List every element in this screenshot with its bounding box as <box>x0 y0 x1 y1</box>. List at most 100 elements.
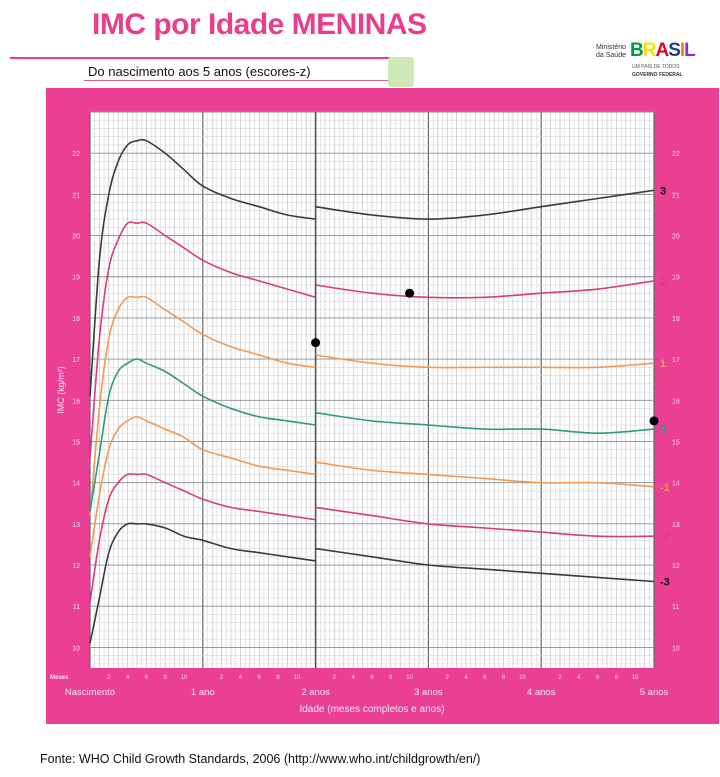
series-line-2y-to-5y <box>315 189 655 220</box>
y-tick-label-right: 15 <box>672 439 680 446</box>
month-tick-label: 6 <box>258 675 262 681</box>
y-tick-label-right: 10 <box>672 645 680 652</box>
y-tick-label-left: 20 <box>72 234 80 241</box>
y-tick-label-left: 12 <box>72 563 80 570</box>
y-tick-label-left: 19 <box>72 275 80 282</box>
logo-government: GOVERNO FEDERAL <box>632 72 683 78</box>
y-tick-label-right: 13 <box>672 522 680 529</box>
month-tick-label: 4 <box>577 675 581 681</box>
y-tick-label-right: 14 <box>672 481 680 488</box>
month-tick-label: 4 <box>239 675 243 681</box>
subtitle-underline <box>84 80 396 81</box>
decorative-box <box>388 57 414 87</box>
ministry-logo: Ministério da Saúde BRASIL UM PAÍS DE TO… <box>590 40 696 80</box>
month-tick-label: 6 <box>483 675 487 681</box>
page-title: IMC por Idade MENINAS <box>92 8 427 41</box>
grid-lines <box>89 111 655 668</box>
year-tick-label: 5 anos <box>640 687 669 698</box>
month-tick-label: 10 <box>293 675 300 681</box>
y-tick-label-right: 17 <box>672 357 680 364</box>
y-tick-label-left: 15 <box>72 439 80 446</box>
chart-subtitle: Do nascimento aos 5 anos (escores-z) <box>88 64 311 79</box>
data-point-marker <box>311 338 321 348</box>
month-tick-label: 10 <box>519 675 526 681</box>
series-label: 2 <box>660 276 666 288</box>
series-line-2y-to-5y <box>315 280 655 299</box>
month-tick-label: 6 <box>145 675 149 681</box>
month-tick-label: 2 <box>220 675 224 681</box>
series-line-birth-to-2y <box>89 358 316 512</box>
series-label: -3 <box>660 577 670 589</box>
month-tick-label: 4 <box>126 675 130 681</box>
x-unit-label: Meses <box>50 675 69 681</box>
month-tick-label: 4 <box>464 675 468 681</box>
series-line-birth-to-2y <box>89 522 316 644</box>
y-tick-label-right: 18 <box>672 316 680 323</box>
y-tick-label-right: 11 <box>672 604 679 611</box>
month-tick-label: 10 <box>632 675 639 681</box>
month-tick-label: 4 <box>352 675 356 681</box>
month-tick-label: 6 <box>370 675 374 681</box>
y-tick-label-left: 17 <box>72 357 80 364</box>
y-tick-label-left: 21 <box>72 192 80 199</box>
brand-letter: S <box>668 40 681 61</box>
series-line-2y-to-5y <box>315 506 655 538</box>
y-tick-label-left: 11 <box>73 604 80 611</box>
series-line-birth-to-2y <box>89 473 316 603</box>
series-line-2y-to-5y <box>315 547 655 583</box>
source-citation: Fonte: WHO Child Growth Standards, 2006 … <box>40 752 481 766</box>
year-tick-label: 1 ano <box>191 687 215 698</box>
y-tick-label-left: 22 <box>72 151 80 158</box>
series-line-birth-to-2y <box>89 295 316 516</box>
series-line-2y-to-5y <box>315 461 655 488</box>
month-tick-label: 2 <box>333 675 337 681</box>
logo-tagline: UM PAÍS DE TODOS <box>632 64 680 70</box>
title-underline <box>10 57 395 59</box>
ministry-label: Ministério da Saúde <box>596 44 626 59</box>
series-label: -1 <box>660 482 670 494</box>
month-tick-label: 8 <box>276 675 280 681</box>
year-tick-label: 4 anos <box>527 687 556 698</box>
series-line-birth-to-2y <box>89 415 316 557</box>
series-line-birth-to-2y <box>89 221 316 459</box>
data-point-marker <box>649 416 659 426</box>
y-tick-label-right: 12 <box>672 563 680 570</box>
series-line-2y-to-5y <box>315 411 655 435</box>
y-tick-label-left: 14 <box>72 481 80 488</box>
y-tick-label-right: 19 <box>672 275 680 282</box>
series-label: 1 <box>660 358 666 370</box>
series-line-2y-to-5y <box>315 354 655 369</box>
series-label: 3 <box>660 185 666 197</box>
chart-panel: 10 10 11 11 12 12 13 13 14 14 15 15 16 16 17 17 18 18 19 19… <box>46 88 719 724</box>
month-tick-label: 6 <box>596 675 600 681</box>
month-tick-label: 2 <box>107 675 111 681</box>
y-tick-label-right: 20 <box>672 234 680 241</box>
y-tick-label-left: 16 <box>72 398 80 405</box>
y-tick-label-right: 22 <box>672 151 680 158</box>
month-tick-label: 8 <box>502 675 506 681</box>
series-label: -2 <box>660 531 670 543</box>
month-tick-label: 10 <box>406 675 413 681</box>
brand-letter: I <box>679 40 685 61</box>
month-tick-label: 8 <box>615 675 619 681</box>
month-tick-label: 2 <box>558 675 562 681</box>
x-axis-label: Idade (meses completos e anos) <box>299 704 444 715</box>
series-line-birth-to-2y <box>89 138 316 397</box>
series-label: 0 <box>660 424 666 436</box>
month-tick-label: 8 <box>389 675 393 681</box>
month-tick-label: 10 <box>181 675 188 681</box>
year-tick-label: 2 anos <box>301 687 330 698</box>
month-tick-label: 2 <box>446 675 450 681</box>
month-tick-label: 8 <box>164 675 168 681</box>
brasil-logo-text: BRASIL <box>630 40 696 62</box>
brand-letter: R <box>642 40 657 61</box>
brand-letter: B <box>630 40 644 61</box>
y-tick-label-left: 18 <box>72 316 80 323</box>
year-tick-label: 3 anos <box>414 687 443 698</box>
y-tick-label-left: 13 <box>72 522 80 529</box>
data-point-marker <box>405 288 415 298</box>
y-tick-label-right: 16 <box>672 398 680 405</box>
year-tick-label: Nascimento <box>65 687 115 698</box>
y-tick-label-right: 21 <box>672 192 680 199</box>
